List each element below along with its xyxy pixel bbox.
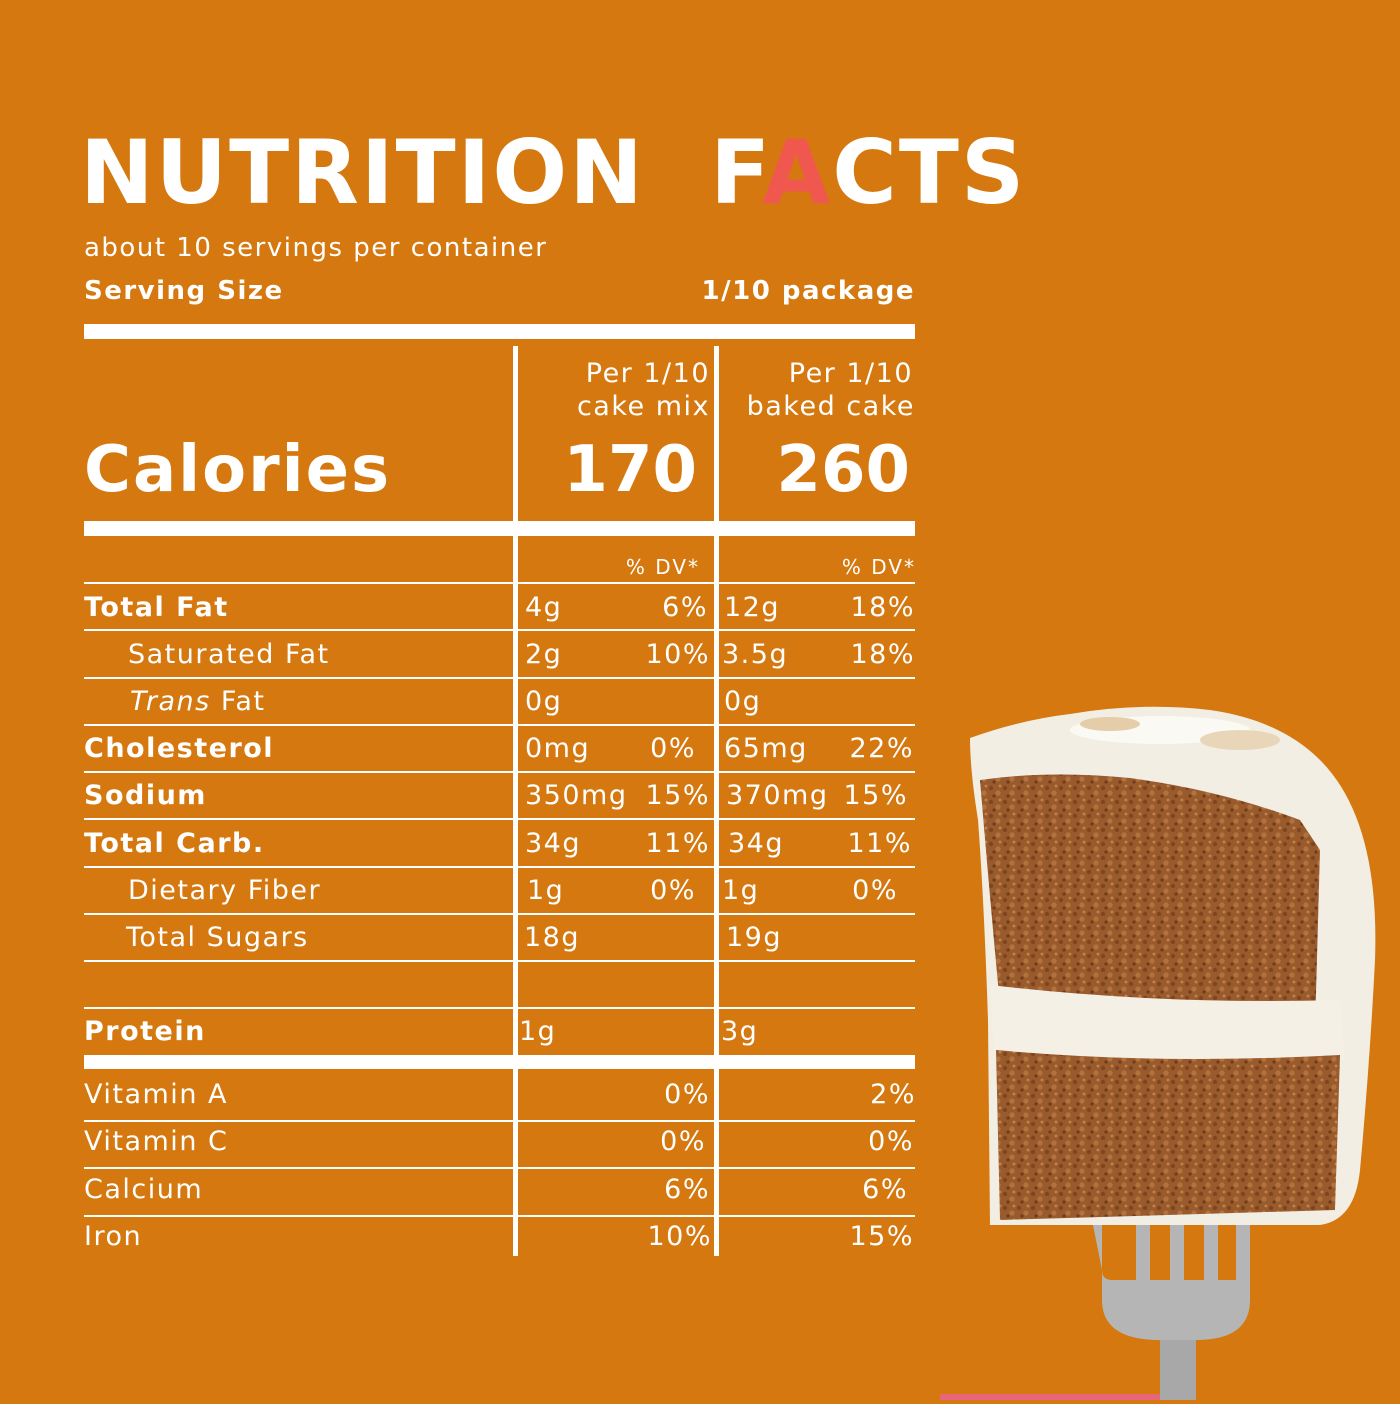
mix-amount: 4g bbox=[525, 592, 563, 623]
nutrient-label-total-sugars: Total Sugars bbox=[126, 922, 309, 953]
mix-dv: 6% bbox=[664, 1174, 710, 1205]
title-word-facts: FACTS bbox=[710, 121, 1027, 224]
column-divider-mix bbox=[513, 346, 518, 1256]
mix-amount: 18g bbox=[524, 922, 580, 953]
row-divider bbox=[84, 724, 915, 726]
mix-dv: 0% bbox=[650, 733, 696, 764]
nutrient-label-trans-fat: Trans Fat bbox=[130, 686, 266, 717]
baked-amount: 3.5g bbox=[722, 639, 789, 670]
vitamin-label-a: Vitamin A bbox=[84, 1079, 228, 1110]
mix-amount: 350mg bbox=[525, 780, 628, 811]
thick-divider-top bbox=[84, 324, 915, 339]
mix-amount: 34g bbox=[525, 828, 581, 859]
baked-amount: 0g bbox=[724, 686, 762, 717]
baked-amount: 370mg bbox=[726, 780, 829, 811]
mix-dv: 15% bbox=[645, 780, 710, 811]
mix-dv: 0% bbox=[660, 1126, 706, 1157]
serving-size-value: 1/10 package bbox=[701, 276, 915, 306]
decorative-strip bbox=[940, 1394, 1160, 1400]
mix-header-line2: cake mix bbox=[576, 391, 710, 422]
row-divider bbox=[84, 1215, 915, 1217]
mix-dv: 0% bbox=[650, 875, 696, 906]
baked-header-line2: baked cake bbox=[746, 391, 915, 422]
mix-header-line1: Per 1/10 bbox=[585, 358, 710, 389]
serving-size-label: Serving Size bbox=[84, 276, 284, 306]
page-title: NUTRITION FACTS bbox=[80, 128, 1026, 218]
mix-dv: 6% bbox=[662, 592, 708, 623]
nutrient-label-saturated-fat: Saturated Fat bbox=[128, 639, 330, 670]
nutrient-label-sodium: Sodium bbox=[84, 780, 207, 811]
title-word-nutrition: NUTRITION bbox=[80, 121, 645, 224]
baked-dv: 6% bbox=[862, 1174, 908, 1205]
baked-amount: 34g bbox=[728, 828, 784, 859]
baked-amount: 1g bbox=[722, 875, 760, 906]
baked-dv: 11% bbox=[847, 828, 912, 859]
baked-header-line1: Per 1/10 bbox=[788, 358, 913, 389]
row-divider bbox=[84, 866, 915, 868]
mix-amount: 2g bbox=[525, 639, 563, 670]
baked-dv: 18% bbox=[850, 639, 915, 670]
calories-baked-value: 260 bbox=[776, 433, 910, 507]
row-divider bbox=[84, 960, 915, 962]
baked-dv: 0% bbox=[868, 1126, 914, 1157]
mineral-label-calcium: Calcium bbox=[84, 1174, 204, 1205]
row-divider bbox=[84, 582, 915, 584]
nutrient-label-dietary-fiber: Dietary Fiber bbox=[128, 875, 322, 906]
cake-on-fork-icon bbox=[970, 706, 1376, 1400]
baked-amount: 65mg bbox=[724, 733, 808, 764]
dv-header-mix: % DV* bbox=[625, 555, 700, 579]
mix-dv: 0% bbox=[664, 1079, 710, 1110]
baked-dv: 0% bbox=[852, 875, 898, 906]
mineral-label-iron: Iron bbox=[84, 1221, 143, 1252]
title-accent-letter: A bbox=[762, 121, 833, 224]
mix-amount: 0g bbox=[525, 686, 563, 717]
calories-label: Calories bbox=[84, 433, 392, 507]
mix-dv: 10% bbox=[645, 639, 710, 670]
mix-amount: 0mg bbox=[525, 733, 591, 764]
baked-dv: 15% bbox=[849, 1221, 914, 1252]
baked-amount: 12g bbox=[724, 592, 780, 623]
row-divider bbox=[84, 1167, 915, 1169]
cake-slice-illustration bbox=[960, 700, 1400, 1400]
row-divider bbox=[84, 1007, 915, 1009]
mix-dv: 11% bbox=[645, 828, 710, 859]
row-divider bbox=[84, 1120, 915, 1122]
row-divider bbox=[84, 913, 915, 915]
calories-mix-value: 170 bbox=[563, 433, 697, 507]
thick-divider-calories bbox=[84, 521, 915, 536]
mix-amount: 1g bbox=[527, 875, 565, 906]
baked-dv: 22% bbox=[849, 733, 914, 764]
row-divider bbox=[84, 629, 915, 631]
row-divider bbox=[84, 771, 915, 773]
servings-per-container: about 10 servings per container bbox=[84, 233, 548, 263]
baked-dv: 18% bbox=[850, 592, 915, 623]
baked-amount: 3g bbox=[721, 1016, 759, 1047]
nutrient-label-protein: Protein bbox=[84, 1016, 206, 1047]
mix-amount: 1g bbox=[519, 1016, 557, 1047]
baked-dv: 15% bbox=[843, 780, 908, 811]
nutrient-label-cholesterol: Cholesterol bbox=[84, 733, 275, 764]
nutrient-label-total-fat: Total Fat bbox=[84, 592, 229, 623]
vitamin-label-c: Vitamin C bbox=[84, 1126, 229, 1157]
baked-amount: 19g bbox=[726, 922, 782, 953]
row-divider bbox=[84, 677, 915, 679]
row-divider bbox=[84, 818, 915, 820]
baked-dv: 2% bbox=[870, 1079, 916, 1110]
thick-divider-vitamins bbox=[84, 1055, 915, 1069]
mix-dv: 10% bbox=[647, 1221, 712, 1252]
dv-header-baked: % DV* bbox=[841, 555, 916, 579]
column-divider-baked bbox=[714, 346, 719, 1256]
nutrient-label-total-carb: Total Carb. bbox=[84, 828, 265, 859]
